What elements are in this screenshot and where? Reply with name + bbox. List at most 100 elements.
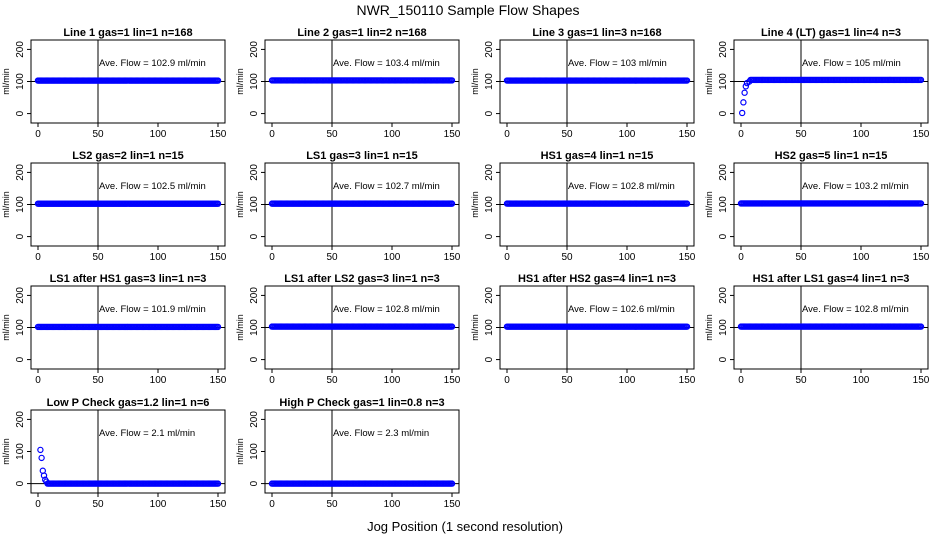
y-tick-label: 200 (15, 41, 26, 58)
x-tick-label: 100 (150, 375, 167, 386)
data-point (40, 472, 48, 479)
x-tick-label: 0 (269, 375, 275, 386)
x-tick-label: 100 (853, 375, 870, 386)
x-tick-label: 0 (504, 375, 510, 386)
x-tick-label: 150 (913, 252, 930, 263)
x-tick-label: 50 (561, 252, 573, 263)
data-point (917, 200, 925, 207)
y-tick-label: 100 (484, 196, 495, 213)
x-tick-label: 150 (210, 499, 227, 510)
y-tick-label: 200 (249, 41, 260, 58)
panel-title: HS1 gas=4 lin=1 n=15 (541, 150, 654, 162)
panel-title: HS1 after HS2 gas=4 lin=1 n=3 (518, 273, 676, 285)
y-tick-label: 200 (249, 411, 260, 428)
x-tick-label: 0 (738, 252, 744, 263)
y-tick-label: 0 (718, 356, 729, 362)
x-tick-label: 100 (150, 129, 167, 140)
panel: LS1 gas=3 lin=1 n=15 0 50 100 150 0 100 200 ml/m… (235, 150, 461, 263)
y-tick-label: 0 (249, 110, 260, 116)
panel-title: LS1 after HS1 gas=3 lin=1 n=3 (50, 273, 207, 285)
y-tick-label: 200 (249, 164, 260, 181)
y-tick-label: 0 (484, 110, 495, 116)
x-tick-label: 100 (384, 499, 401, 510)
y-tick-label: 200 (718, 287, 729, 304)
average-flow-annotation: Ave. Flow = 102.8 ml/min (333, 304, 440, 315)
y-tick-label: 200 (15, 411, 26, 428)
panel-title: LS1 gas=3 lin=1 n=15 (306, 150, 418, 162)
x-tick-label: 50 (795, 375, 807, 386)
y-tick-label: 100 (15, 73, 26, 90)
x-tick-label: 50 (561, 375, 573, 386)
panel-title: HS2 gas=5 lin=1 n=15 (775, 150, 888, 162)
x-tick-label: 0 (504, 252, 510, 263)
y-axis-label: ml/min (1, 314, 11, 341)
panel: HS1 after LS1 gas=4 lin=1 n=3 0 50 100 150 0 1… (704, 273, 930, 386)
figure-title: NWR_150110 Sample Flow Shapes (356, 2, 579, 18)
x-tick-label: 50 (326, 252, 338, 263)
average-flow-annotation: Ave. Flow = 103 ml/min (568, 58, 667, 69)
y-tick-label: 0 (249, 480, 260, 486)
data-point (214, 77, 222, 84)
x-tick-label: 50 (795, 129, 807, 140)
average-flow-annotation: Ave. Flow = 102.8 ml/min (568, 181, 675, 192)
x-tick-label: 100 (150, 252, 167, 263)
panel-title: Low P Check gas=1.2 lin=1 n=6 (47, 397, 210, 409)
y-tick-label: 100 (249, 319, 260, 336)
y-tick-label: 0 (484, 233, 495, 239)
average-flow-annotation: Ave. Flow = 103.2 ml/min (802, 181, 909, 192)
x-tick-label: 150 (679, 129, 696, 140)
y-tick-label: 0 (15, 233, 26, 239)
average-flow-annotation: Ave. Flow = 102.9 ml/min (99, 58, 206, 69)
panel: LS2 gas=2 lin=1 n=15 0 50 100 150 0 100 200 ml/m… (1, 150, 227, 263)
data-point (214, 200, 222, 207)
data-point (742, 83, 750, 90)
x-tick-label: 150 (444, 129, 461, 140)
panel: Line 3 gas=1 lin=3 n=168 0 50 100 150 0 100 200… (470, 27, 696, 140)
panel-title: Line 1 gas=1 lin=1 n=168 (63, 27, 192, 39)
x-tick-label: 150 (679, 375, 696, 386)
x-tick-label: 100 (619, 375, 636, 386)
panel: HS1 gas=4 lin=1 n=15 0 50 100 150 0 100 200 ml/m… (470, 150, 696, 263)
y-tick-label: 200 (484, 287, 495, 304)
panel-grid: Line 1 gas=1 lin=1 n=168 0 50 100 150 0 100 200… (1, 27, 930, 510)
y-tick-label: 100 (249, 443, 260, 460)
x-tick-label: 150 (913, 129, 930, 140)
y-tick-label: 0 (249, 356, 260, 362)
y-axis-label: ml/min (704, 314, 714, 341)
panel-title: HS1 after LS1 gas=4 lin=1 n=3 (753, 273, 910, 285)
y-tick-label: 200 (484, 164, 495, 181)
y-axis-label: ml/min (1, 438, 11, 465)
y-tick-label: 0 (15, 110, 26, 116)
y-tick-label: 100 (484, 319, 495, 336)
figure-x-axis-title: Jog Position (1 second resolution) (367, 519, 563, 534)
y-axis-label: ml/min (235, 68, 245, 95)
x-tick-label: 50 (92, 499, 104, 510)
x-tick-label: 0 (269, 252, 275, 263)
y-tick-label: 0 (15, 480, 26, 486)
panel: Line 2 gas=1 lin=2 n=168 0 50 100 150 0 100 200… (235, 27, 461, 140)
x-tick-label: 50 (561, 129, 573, 140)
y-axis-label: ml/min (704, 68, 714, 95)
x-tick-label: 100 (384, 375, 401, 386)
average-flow-annotation: Ave. Flow = 102.6 ml/min (568, 304, 675, 315)
x-tick-label: 150 (444, 499, 461, 510)
average-flow-annotation: Ave. Flow = 2.3 ml/min (333, 428, 429, 439)
y-axis-label: ml/min (235, 191, 245, 218)
x-tick-label: 100 (853, 252, 870, 263)
panel: Line 4 (LT) gas=1 lin=4 n=3 0 50 100 150 0 100… (704, 27, 930, 140)
data-point (917, 323, 925, 330)
x-tick-label: 100 (619, 252, 636, 263)
y-tick-label: 200 (718, 41, 729, 58)
y-tick-label: 100 (15, 443, 26, 460)
data-point (683, 77, 691, 84)
y-tick-label: 200 (718, 164, 729, 181)
panel: Line 1 gas=1 lin=1 n=168 0 50 100 150 0 100 200… (1, 27, 227, 140)
data-point (214, 323, 222, 331)
y-tick-label: 200 (15, 287, 26, 304)
average-flow-annotation: Ave. Flow = 101.9 ml/min (99, 304, 206, 315)
y-axis-label: ml/min (235, 438, 245, 465)
average-flow-annotation: Ave. Flow = 2.1 ml/min (99, 428, 195, 439)
y-tick-label: 100 (484, 73, 495, 90)
x-tick-label: 150 (679, 252, 696, 263)
y-tick-label: 100 (249, 196, 260, 213)
